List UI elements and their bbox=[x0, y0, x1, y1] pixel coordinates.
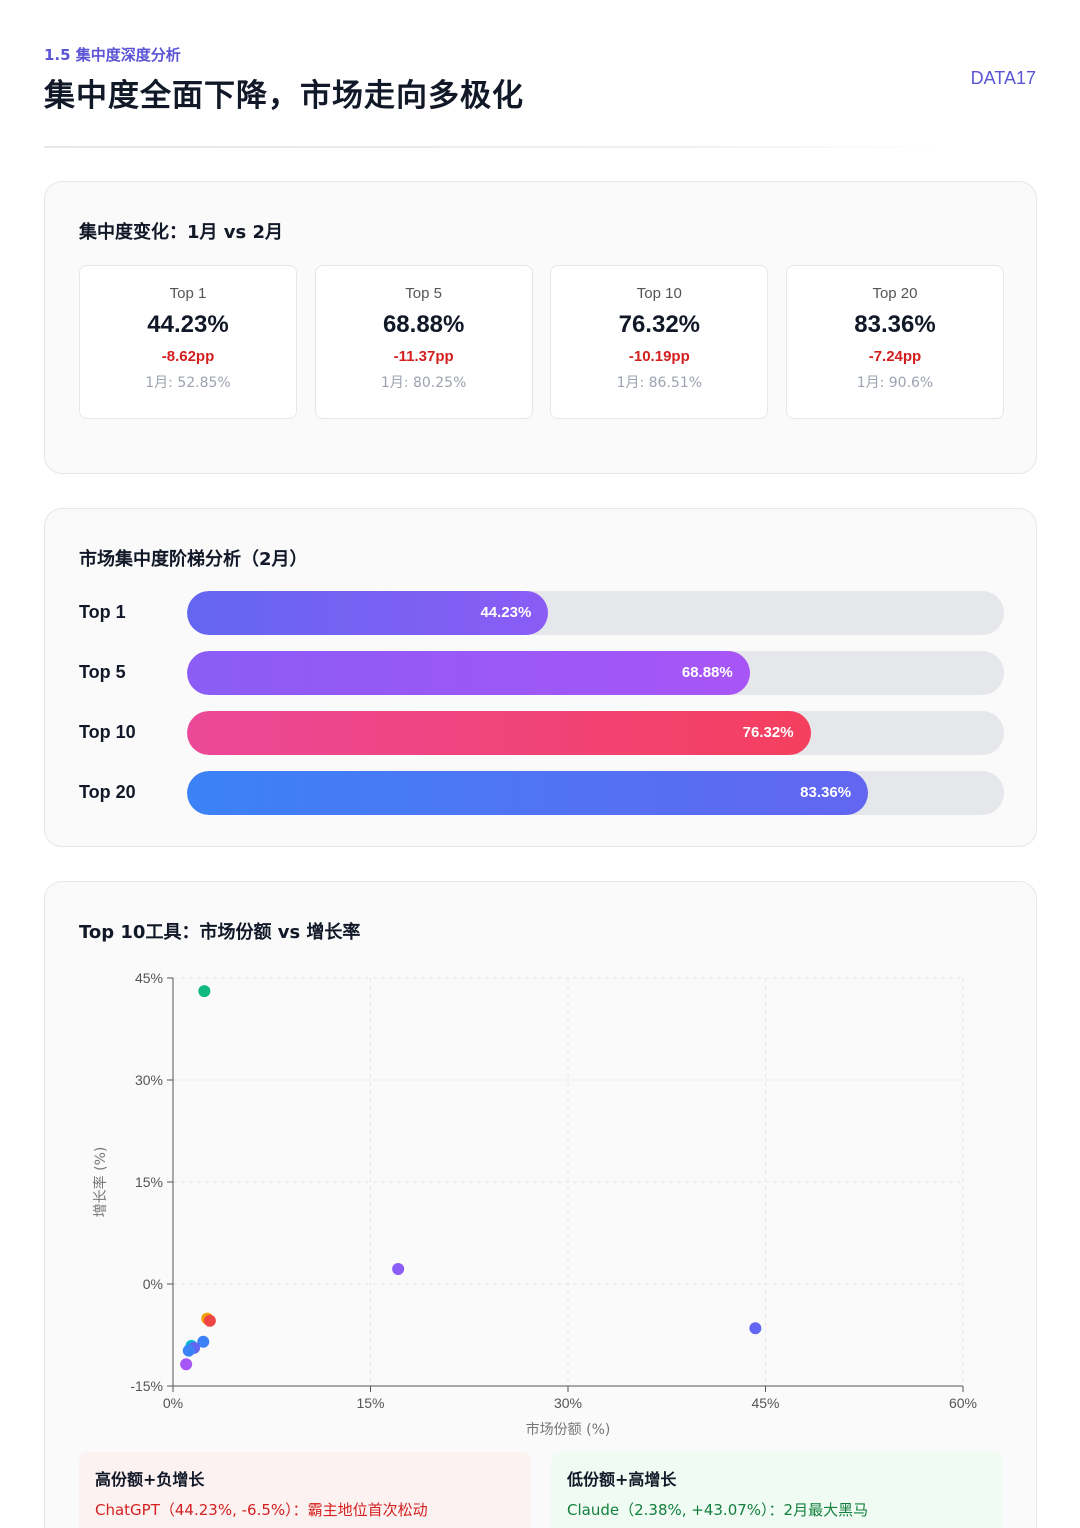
concentration-change-title: 集中度变化：1月 vs 2月 bbox=[79, 222, 284, 243]
bar-label: Top 10 bbox=[79, 722, 136, 742]
x-axis-title: 市场份额 (%) bbox=[526, 1421, 611, 1438]
kpi-row: Top 1 44.23% -8.62pp 1月: 52.85% Top 5 68… bbox=[79, 265, 1004, 419]
y-tick-label: 15% bbox=[135, 1174, 163, 1190]
section-tag: 1.5 集中度深度分析 bbox=[44, 46, 181, 64]
bar-label: Top 1 bbox=[79, 602, 126, 622]
kpi-card-top10: Top 10 76.32% -10.19pp 1月: 86.51% bbox=[550, 265, 769, 419]
kpi-card-top20: Top 20 83.36% -7.24pp 1月: 90.6% bbox=[785, 265, 1004, 419]
concentration-change-card: 集中度变化：1月 vs 2月 Top 1 44.23% -8.62pp 1月: … bbox=[44, 181, 1037, 474]
scatter-point bbox=[197, 1335, 210, 1348]
kpi-delta: -11.37pp bbox=[393, 348, 454, 365]
bar-track: 76.32% bbox=[187, 711, 1004, 755]
concentration-ladder-card: 市场集中度阶梯分析（2月） Top 1 44.23% Top 5 68.88% … bbox=[44, 508, 1037, 847]
kpi-delta: -7.24pp bbox=[868, 348, 922, 365]
bar-track: 68.88% bbox=[187, 651, 1004, 695]
y-tick-label: 45% bbox=[135, 970, 163, 986]
high-share-negative-growth-note: 高份额+负增长 ChatGPT（44.23%, -6.5%）：霸主地位首次松动 bbox=[79, 1452, 531, 1528]
bar-fill: 83.36% bbox=[187, 771, 869, 815]
low-share-high-growth-note: 低份额+高增长 Claude（2.38%, +43.07%）：2月最大黑马 bbox=[551, 1452, 1003, 1528]
kpi-label: Top 20 bbox=[872, 285, 918, 302]
kpi-label: Top 10 bbox=[636, 285, 682, 302]
x-tick-label: 30% bbox=[554, 1395, 582, 1411]
kpi-card-top5: Top 5 68.88% -11.37pp 1月: 80.25% bbox=[314, 265, 533, 419]
kpi-delta: -8.62pp bbox=[161, 348, 215, 365]
y-tick-label: -15% bbox=[130, 1378, 163, 1394]
page-title: 集中度全面下降，市场走向多极化 bbox=[44, 78, 524, 114]
bar-fill: 44.23% bbox=[187, 591, 549, 635]
kpi-value: 76.32% bbox=[618, 311, 701, 338]
scatter-point bbox=[180, 1358, 193, 1371]
scatter-point bbox=[749, 1322, 762, 1335]
brand-logo: DATA17 bbox=[970, 68, 1036, 88]
kpi-previous: 1月: 90.6% bbox=[856, 375, 934, 391]
scatter-point bbox=[198, 985, 211, 998]
scatter-point bbox=[392, 1263, 405, 1276]
kpi-previous: 1月: 80.25% bbox=[380, 375, 467, 391]
bar-label: Top 5 bbox=[79, 662, 126, 682]
kpi-previous: 1月: 52.85% bbox=[145, 375, 231, 391]
bar-value: 76.32% bbox=[742, 724, 794, 741]
scatter-point bbox=[182, 1344, 195, 1357]
y-tick-label: 0% bbox=[143, 1276, 163, 1292]
note-title: 低份额+高增长 bbox=[567, 1470, 677, 1489]
kpi-value: 68.88% bbox=[382, 311, 465, 338]
x-tick-label: 45% bbox=[751, 1395, 779, 1411]
kpi-previous: 1月: 86.51% bbox=[616, 375, 703, 391]
y-tick-label: 30% bbox=[135, 1072, 163, 1088]
bar-value: 68.88% bbox=[681, 664, 733, 681]
bar-fill: 68.88% bbox=[187, 651, 750, 695]
note-text: ChatGPT（44.23%, -6.5%）：霸主地位首次松动 bbox=[95, 1501, 428, 1519]
x-tick-label: 0% bbox=[163, 1395, 183, 1411]
x-tick-label: 60% bbox=[949, 1395, 977, 1411]
scatter-point bbox=[203, 1314, 216, 1327]
scatter-title: Top 10工具：市场份额 vs 增长率 bbox=[79, 922, 361, 943]
x-tick-label: 15% bbox=[356, 1395, 384, 1411]
y-axis-title: 增长率 (%) bbox=[92, 1147, 109, 1218]
note-title: 高份额+负增长 bbox=[95, 1470, 205, 1489]
kpi-label: Top 1 bbox=[169, 285, 207, 302]
kpi-card-top1: Top 1 44.23% -8.62pp 1月: 52.85% bbox=[79, 265, 297, 419]
header-divider bbox=[44, 146, 944, 148]
scatter-chart: 0% 15% 30% 45% 60%45%30%15%0%-15%市场份额 (%)增长率… bbox=[92, 970, 977, 1438]
bar-value: 83.36% bbox=[800, 784, 852, 801]
ladder-row-top20: Top 20 83.36% bbox=[79, 771, 1004, 815]
kpi-value: 83.36% bbox=[854, 311, 936, 338]
bar-track: 44.23% bbox=[187, 591, 1004, 635]
bar-fill: 76.32% bbox=[187, 711, 811, 755]
ladder-title: 市场集中度阶梯分析（2月） bbox=[79, 549, 308, 570]
bar-value: 44.23% bbox=[480, 604, 532, 621]
kpi-delta: -10.19pp bbox=[628, 348, 690, 365]
kpi-label: Top 5 bbox=[405, 285, 442, 302]
note-text: Claude（2.38%, +43.07%）：2月最大黑马 bbox=[567, 1501, 869, 1519]
ladder-row-top5: Top 5 68.88% bbox=[79, 651, 1004, 695]
ladder-row-top10: Top 10 76.32% bbox=[79, 711, 1004, 755]
share-vs-growth-card: Top 10工具：市场份额 vs 增长率 0% 15% 30% 45% 60% 45% 30… bbox=[44, 881, 1037, 1528]
kpi-value: 44.23% bbox=[147, 311, 229, 338]
ladder-row-top1: Top 1 44.23% bbox=[79, 591, 1004, 635]
bar-label: Top 20 bbox=[79, 782, 136, 802]
bar-track: 83.36% bbox=[187, 771, 1004, 815]
